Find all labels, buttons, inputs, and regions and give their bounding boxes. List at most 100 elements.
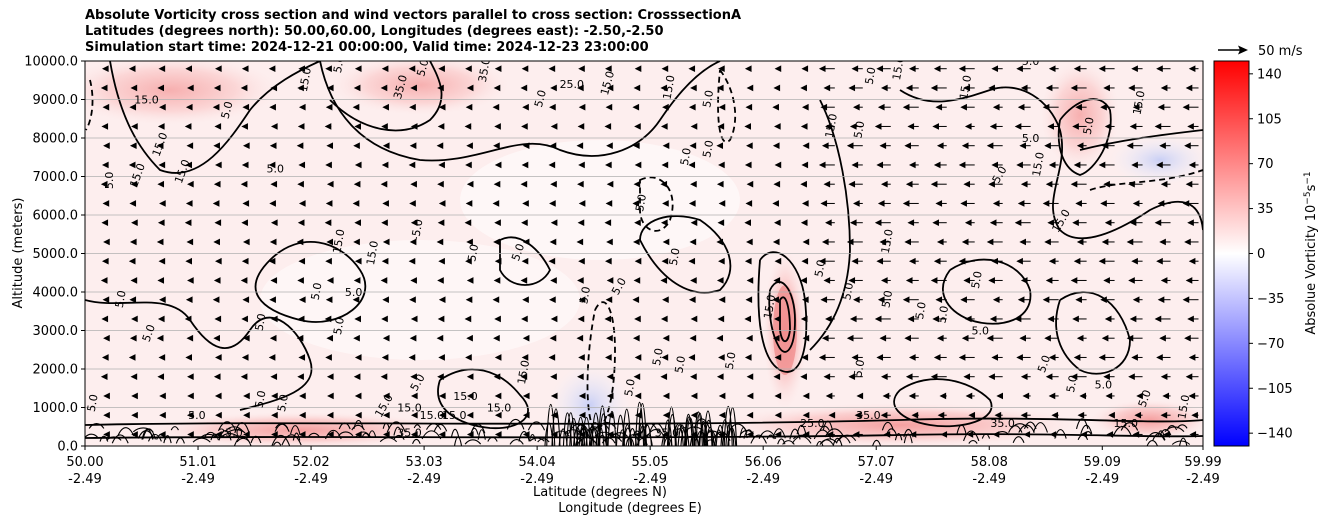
wind-vector-head [549, 200, 556, 207]
wind-vector-head [905, 277, 913, 284]
wind-vector-head [353, 334, 360, 342]
contour-label: 5.0 [672, 355, 688, 374]
x-tick-label-longitude: -2.49 [972, 472, 1006, 487]
wind-vector-head [354, 161, 362, 169]
wind-vector-head [324, 219, 332, 227]
wind-vector-head [633, 142, 640, 150]
wind-vector-head [745, 103, 753, 111]
surface-contour [1179, 437, 1188, 446]
wind-vector-head [1073, 65, 1081, 73]
surface-contour [537, 438, 550, 443]
field-blob-light [260, 240, 580, 360]
contour-label: 5.0 [465, 243, 481, 262]
wind-vector-head [690, 277, 697, 284]
surface-contour [569, 418, 579, 446]
wind-vector-head [494, 392, 502, 400]
wind-vector-head [465, 161, 472, 169]
wind-vector-head [989, 123, 997, 130]
contour-label: 5.0 [113, 289, 129, 308]
wind-vector-head [988, 277, 995, 284]
wind-vector-head [1126, 142, 1134, 150]
wind-vector-head [932, 123, 939, 130]
wind-vector-head [240, 84, 248, 92]
y-tick-label: 1000.0 [33, 401, 79, 416]
wind-vector-head [856, 392, 864, 400]
wind-vector-head [1156, 354, 1163, 361]
y-tick-label: 9000.0 [33, 93, 79, 108]
wind-vector-head [409, 103, 416, 111]
wind-vector-head [438, 161, 445, 169]
wind-vector-head [802, 334, 810, 342]
wind-vector-head [157, 277, 165, 284]
contour-label: 5.0 [140, 323, 158, 344]
wind-vector-head [578, 392, 586, 400]
wind-vector-head [1187, 123, 1194, 130]
wind-vector-head [876, 257, 884, 265]
wind-vector-head [960, 296, 967, 304]
surface-contour [819, 425, 830, 431]
wind-vector-head [881, 277, 888, 284]
wind-vector-head [494, 257, 502, 265]
wind-vector-head [1070, 277, 1078, 284]
wind-vector-head [438, 296, 446, 304]
contour-label: 15.0 [1030, 151, 1047, 177]
wind-vector-head [688, 354, 696, 361]
x-tick-label-longitude: -2.49 [746, 472, 780, 487]
wind-vector-head [577, 123, 585, 130]
wind-vector-head [1044, 142, 1051, 150]
surface-contour [292, 432, 301, 441]
wind-vector-head [325, 65, 332, 73]
contour-label: 5.0 [1136, 388, 1154, 409]
x-tick-label-latitude: 56.06 [745, 455, 782, 470]
wind-vector-head [1108, 411, 1115, 419]
surface-contour [192, 437, 211, 443]
wind-vector-head [933, 65, 941, 73]
wind-vector-head [438, 65, 445, 73]
wind-vector-head [1154, 315, 1162, 323]
wind-vector-head [577, 180, 584, 188]
surface-contour [956, 424, 967, 434]
surface-contour [1159, 428, 1172, 436]
wind-vector-head [411, 392, 418, 400]
contour-label: 15.0 [515, 359, 532, 385]
wind-vector-head [717, 219, 725, 227]
wind-vector-head [1080, 431, 1087, 438]
wind-vector-head [933, 161, 941, 169]
wind-vector-head [877, 200, 885, 207]
wind-vector-head [1051, 411, 1059, 419]
wind-vector-head [438, 200, 446, 207]
wind-vector-head [1104, 219, 1112, 227]
surface-contour [822, 420, 833, 431]
wind-vector-head [902, 296, 910, 304]
surface-contour [816, 440, 824, 446]
contour-line [1057, 98, 1112, 176]
wind-vector-head [823, 373, 831, 381]
wind-vector-head [661, 257, 669, 265]
contour-label: 5.0 [972, 324, 990, 337]
wind-vector-head [410, 277, 417, 284]
wind-vector-head [1159, 238, 1166, 246]
wind-vector-head [821, 238, 829, 246]
surface-contour [518, 431, 530, 442]
wind-vector-head [930, 373, 938, 381]
surface-contour [642, 424, 653, 446]
wind-vector-head [131, 219, 138, 227]
surface-contour [477, 429, 486, 440]
wind-vector-head [103, 334, 110, 342]
wind-vector-head [297, 373, 304, 381]
wind-vector-head [383, 392, 390, 400]
contour-label: 5.0 [650, 347, 666, 366]
wind-vector-head [1159, 334, 1166, 342]
wind-vector-head [578, 161, 585, 169]
wind-vector-head [801, 161, 809, 169]
wind-vector-head [131, 315, 138, 323]
contour-line [109, 61, 321, 174]
wind-vector-head [1075, 296, 1082, 304]
wind-vector-head [876, 161, 884, 169]
wind-vector-head [522, 431, 530, 438]
contour-label: 5.0 [700, 89, 716, 108]
contour-label: 5.0 [1064, 374, 1080, 393]
wind-vector-head [577, 219, 585, 227]
wind-vector-head [1017, 200, 1025, 207]
